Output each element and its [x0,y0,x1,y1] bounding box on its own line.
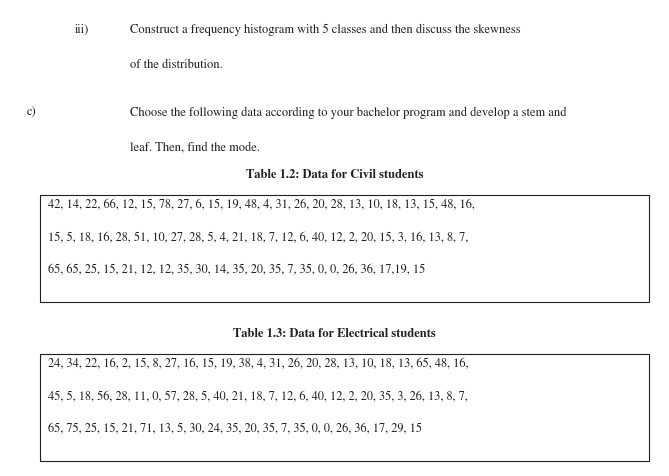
Text: c): c) [27,107,37,119]
Text: Table 1.3: Data for Electrical students: Table 1.3: Data for Electrical students [233,328,436,340]
Text: Choose the following data according to your bachelor program and develop a stem : Choose the following data according to y… [130,107,567,119]
Text: of the distribution.: of the distribution. [130,60,223,71]
Text: Construct a frequency histogram with 5 classes and then discuss the skewness: Construct a frequency histogram with 5 c… [130,24,521,36]
Text: 65, 65, 25, 15, 21, 12, 12, 35, 30, 14, 35, 20, 35, 7, 35, 0, 0, 26, 36, 17,19, : 65, 65, 25, 15, 21, 12, 12, 35, 30, 14, … [48,265,425,277]
Text: 42, 14, 22, 66, 12, 15, 78, 27, 6, 15, 19, 48, 4, 31, 26, 20, 28, 13, 10, 18, 13: 42, 14, 22, 66, 12, 15, 78, 27, 6, 15, 1… [48,200,475,212]
Text: iii): iii) [75,24,89,36]
FancyBboxPatch shape [40,354,649,461]
Text: 45, 5, 18, 56, 28, 11, 0, 57, 28, 5, 40, 21, 18, 7, 12, 6, 40, 12, 2, 20, 35, 3,: 45, 5, 18, 56, 28, 11, 0, 57, 28, 5, 40,… [48,391,468,403]
Text: Table 1.2: Data for Civil students: Table 1.2: Data for Civil students [246,169,423,181]
Text: 24, 34, 22, 16, 2, 15, 8, 27, 16, 15, 19, 38, 4, 31, 26, 20, 28, 13, 10, 18, 13,: 24, 34, 22, 16, 2, 15, 8, 27, 16, 15, 19… [48,359,469,371]
Text: leaf. Then, find the mode.: leaf. Then, find the mode. [130,143,260,155]
Text: 15, 5, 18, 16, 28, 51, 10, 27, 28, 5, 4, 21, 18, 7, 12, 6, 40, 12, 2, 20, 15, 3,: 15, 5, 18, 16, 28, 51, 10, 27, 28, 5, 4,… [48,232,468,244]
Text: 65, 75, 25, 15, 21, 71, 13, 5, 30, 24, 35, 20, 35, 7, 35, 0, 0, 26, 36, 17, 29, : 65, 75, 25, 15, 21, 71, 13, 5, 30, 24, 3… [48,424,422,436]
FancyBboxPatch shape [40,195,649,302]
